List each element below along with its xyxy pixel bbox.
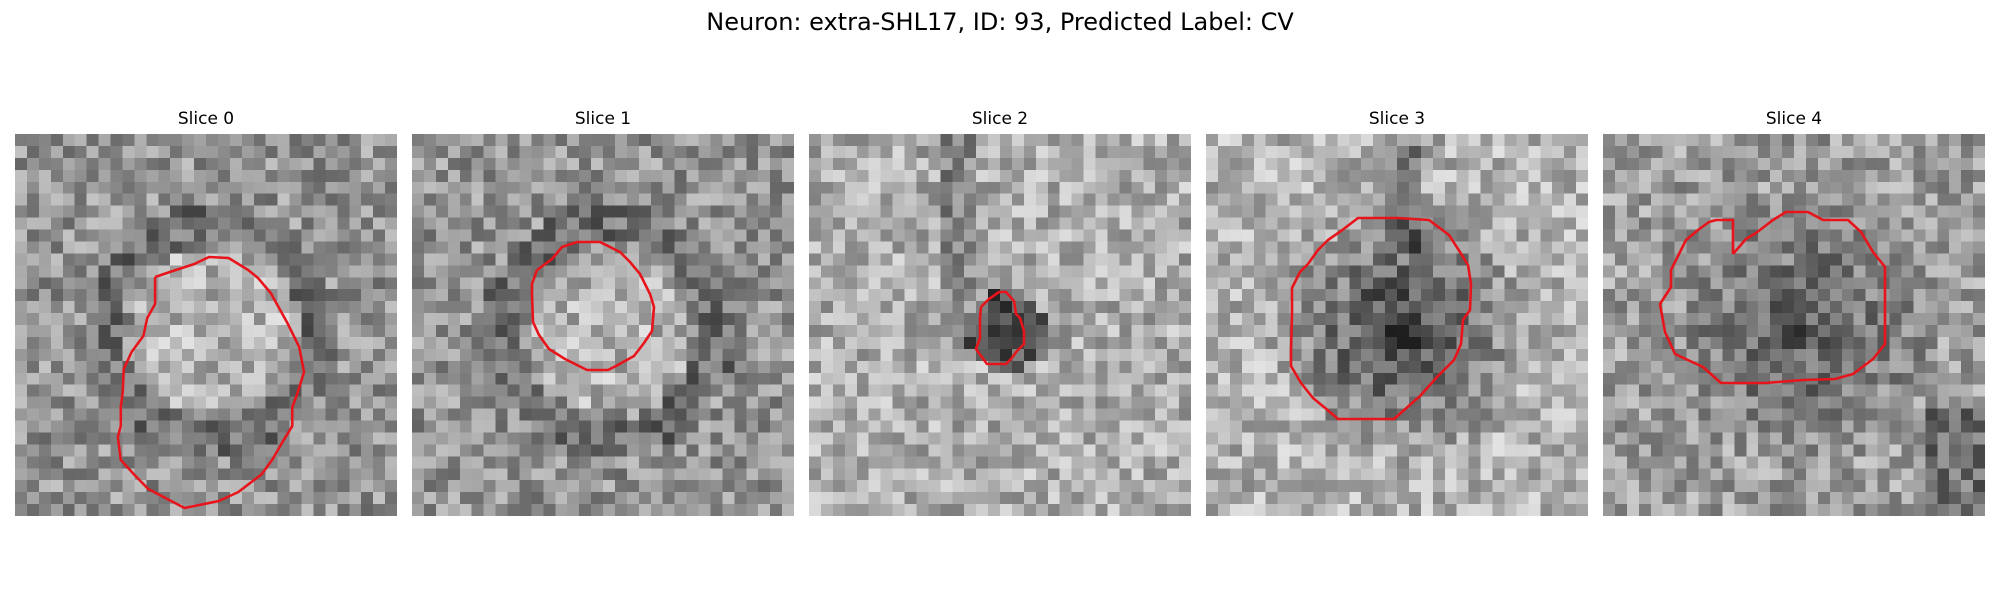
slice-panel-0: Slice 0 [15,108,397,516]
figure-title: Neuron: extra-SHL17, ID: 93, Predicted L… [706,8,1294,36]
slice-image [809,134,1191,516]
slice-title: Slice 3 [1368,109,1426,129]
slice-title: Slice 1 [574,109,632,129]
slice-image [15,134,397,516]
slice-title: Slice 0 [177,109,235,129]
slice-panel-3: Slice 3 [1206,108,1588,516]
slice-image [1206,134,1588,516]
slice-title: Slice 2 [971,109,1029,129]
slice-panel-1: Slice 1 [412,108,794,516]
slice-panel-2: Slice 2 [809,108,1191,516]
slice-panel-4: Slice 4 [1603,108,1985,516]
slice-image [1603,134,1985,516]
slice-title: Slice 4 [1765,109,1823,129]
slice-image [412,134,794,516]
